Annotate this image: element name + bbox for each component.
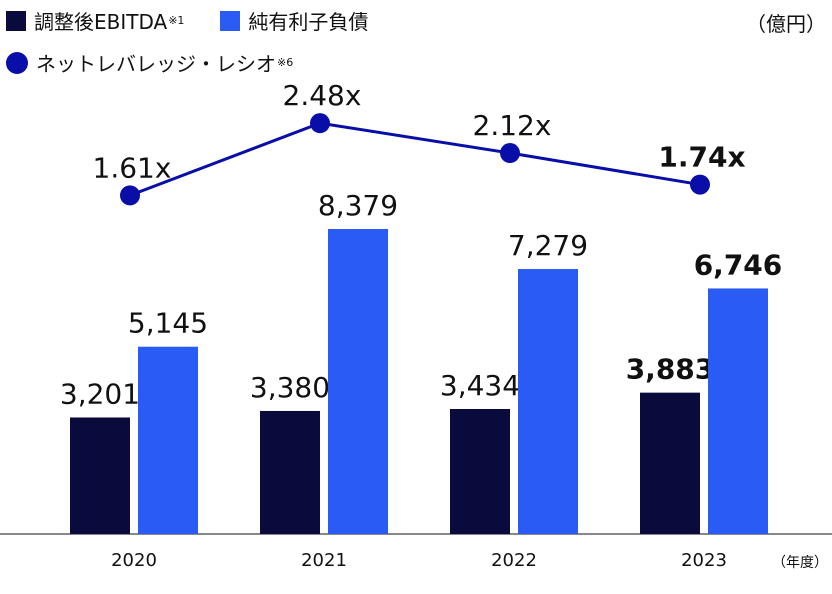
leverage-line — [129, 121, 701, 197]
legend-row-1: 調整後EBITDA ※1 純有利子負債 — [6, 6, 368, 35]
data-label-ebitda-2020: 3,201 — [60, 377, 140, 410]
x-tick-label-2021: 2021 — [301, 550, 347, 571]
x-tick-label-2023: 2023 — [681, 550, 727, 571]
legend-item-ebitda: 調整後EBITDA ※1 — [6, 6, 184, 35]
bar-net-debt-2023 — [708, 288, 768, 534]
leverage-point-2022 — [500, 143, 520, 164]
data-label-net-debt-2021: 8,379 — [318, 189, 398, 222]
data-label-ebitda-2021: 3,380 — [250, 371, 330, 404]
y-unit-label: （億円） — [746, 12, 826, 36]
legend-label-net-debt: 純有利子負債 — [248, 10, 369, 34]
bar-net-debt-2021 — [328, 229, 388, 534]
x-unit-label: （年度） — [772, 555, 828, 571]
bar-net-debt-2022 — [518, 269, 578, 534]
legend-item-leverage: ネットレバレッジ・レシオ ※6 — [6, 48, 293, 77]
legend-swatch-ebitda — [6, 10, 26, 31]
bar-ebitda-2020 — [70, 417, 130, 534]
bar-ebitda-2022 — [450, 409, 510, 534]
x-tick-label-2020: 2020 — [111, 550, 157, 571]
legend-swatch-leverage — [6, 51, 28, 74]
legend-row-2: ネットレバレッジ・レシオ ※6 — [6, 48, 293, 77]
data-label-net-debt-2023: 6,746 — [694, 248, 783, 281]
leverage-label-2022: 2.12x — [473, 109, 552, 142]
data-label-net-debt-2020: 5,145 — [128, 307, 208, 340]
leverage-point-2023 — [690, 174, 710, 195]
leverage-label-2020: 1.61x — [93, 151, 172, 184]
x-tick-label-2022: 2022 — [491, 550, 537, 571]
leverage-point-2021 — [310, 113, 330, 134]
bar-ebitda-2021 — [260, 410, 320, 534]
bar-net-debt-2020 — [138, 346, 198, 534]
legend-label-leverage: ネットレバレッジ・レシオ — [36, 52, 276, 76]
data-label-ebitda-2023: 3,883 — [626, 353, 715, 386]
legend-note-ebitda: ※1 — [168, 14, 185, 27]
leverage-label-2021: 2.48x — [283, 79, 362, 112]
bar-ebitda-2023 — [640, 392, 700, 534]
legend-item-net-debt: 純有利子負債 — [220, 6, 368, 35]
legend-swatch-net-debt — [220, 10, 241, 31]
legend-label-ebitda: 調整後EBITDA — [34, 10, 168, 34]
data-label-ebitda-2022: 3,434 — [440, 369, 520, 402]
data-label-net-debt-2022: 7,279 — [508, 229, 588, 262]
leverage-point-2020 — [120, 185, 140, 206]
legend-note-leverage: ※6 — [277, 56, 294, 69]
leverage-label-2023: 1.74x — [658, 141, 745, 174]
